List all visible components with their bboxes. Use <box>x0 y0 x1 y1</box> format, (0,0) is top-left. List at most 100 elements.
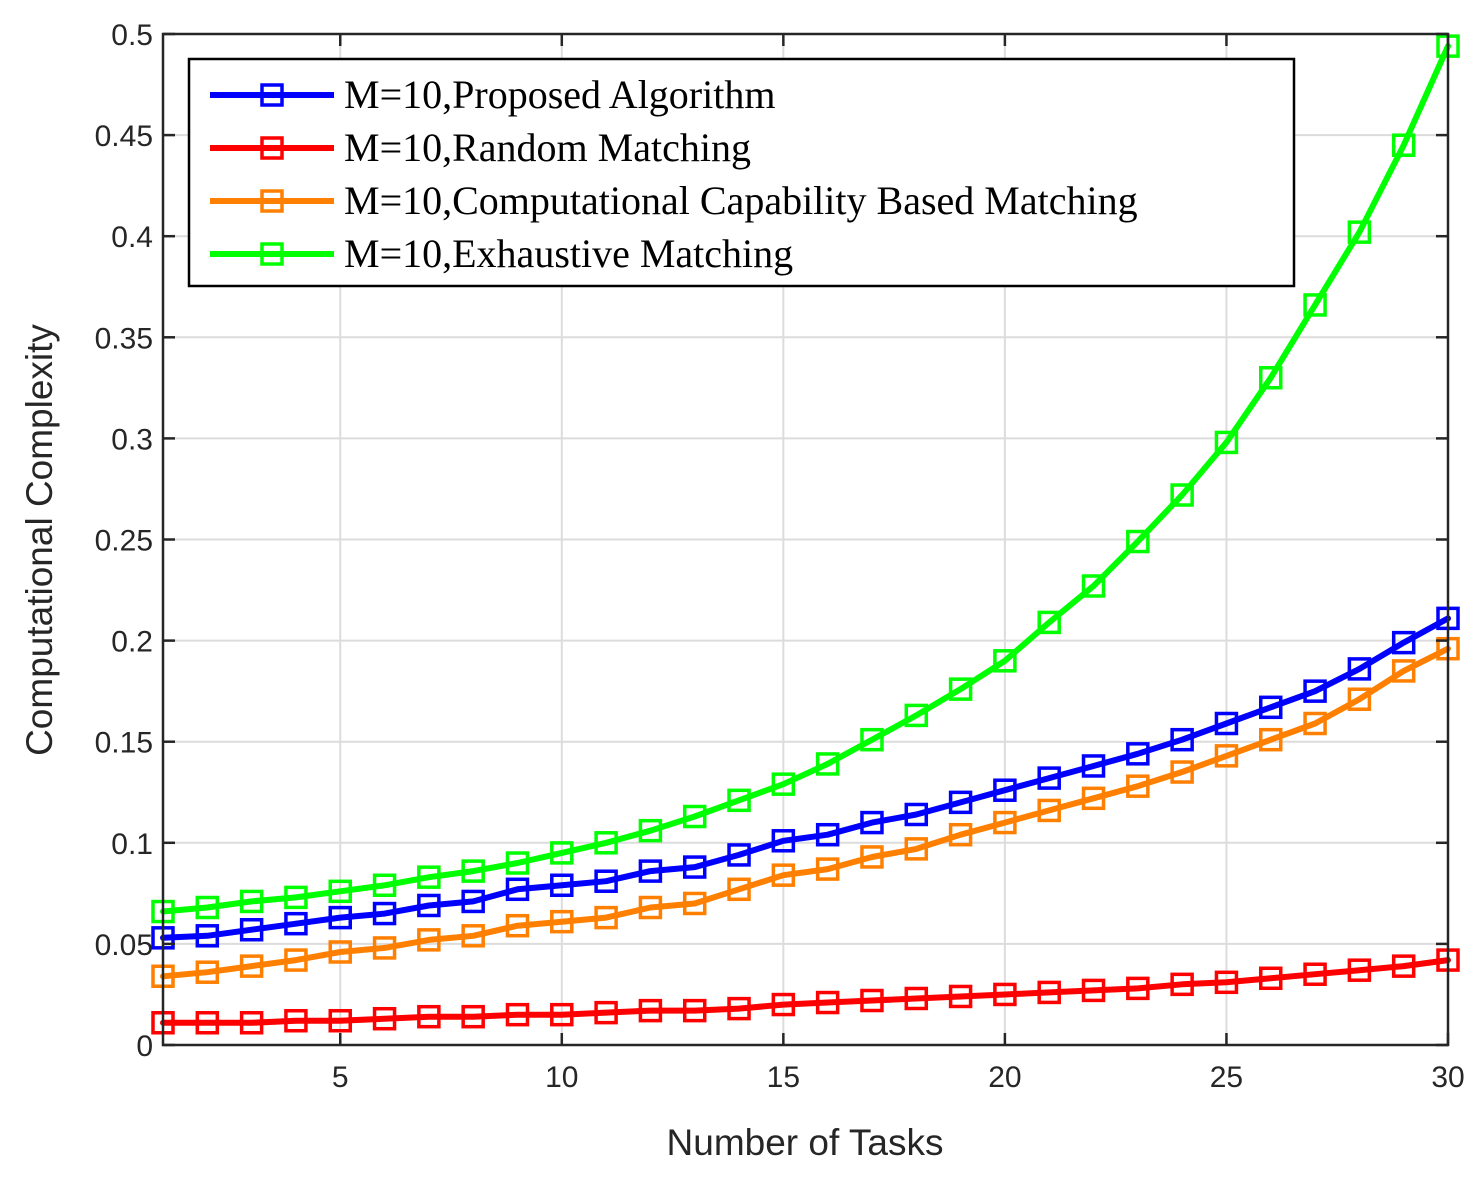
data-point-marker <box>904 802 929 827</box>
tick-labels: 5 10 15 20 25 30 0 0.05 0.1 0.15 0.2 0.25 0.3 0.35 0.4… <box>95 19 1465 1094</box>
data-point-marker <box>1170 727 1194 752</box>
data-point-marker <box>1214 744 1239 768</box>
y-tick-label: 0 <box>136 1030 153 1063</box>
data-point-marker <box>638 895 663 920</box>
x-tick-label: 25 <box>1210 1061 1243 1094</box>
y-tick-label: 0.05 <box>95 929 153 962</box>
legend-entries: M=10,Proposed Algorithm M=10,Random Match… <box>210 72 1138 276</box>
data-point-marker <box>860 988 884 1013</box>
data-point-marker <box>771 863 796 887</box>
series-line <box>160 957 1451 1026</box>
series-1 <box>151 606 1460 950</box>
data-point-marker <box>594 869 618 893</box>
data-point-marker <box>550 909 574 934</box>
y-tick-label: 0.25 <box>95 525 153 558</box>
data-point-marker <box>815 990 840 1015</box>
x-tick-label: 20 <box>988 1061 1021 1094</box>
data-point-marker <box>550 841 574 865</box>
data-point-marker <box>904 986 929 1011</box>
data-point-marker <box>505 851 530 875</box>
data-point-marker <box>1037 980 1061 1005</box>
legend-entry: M=10,Exhaustive Matching <box>210 231 793 276</box>
data-point-marker <box>461 1004 485 1029</box>
data-point-marker <box>550 1002 574 1027</box>
legend-marker <box>260 83 284 107</box>
data-point-marker <box>372 901 397 926</box>
data-point-marker <box>1259 695 1283 720</box>
data-point-marker <box>417 893 441 918</box>
data-point-marker <box>1214 711 1239 736</box>
data-point-marker <box>993 778 1017 802</box>
legend-entry: M=10,Random Matching <box>210 125 751 170</box>
data-point-marker <box>461 924 485 948</box>
data-point-marker <box>727 996 751 1021</box>
data-point-marker <box>1391 630 1416 655</box>
data-point-marker <box>904 837 929 861</box>
legend-label: M=10,Proposed Algorithm <box>344 72 775 117</box>
data-point-marker <box>594 831 618 855</box>
data-point-marker <box>1347 657 1372 681</box>
data-point-marker <box>1126 742 1150 766</box>
data-point-marker <box>505 877 530 902</box>
data-point-marker <box>372 936 397 960</box>
data-point-marker <box>1126 529 1150 554</box>
data-point-marker <box>594 905 618 930</box>
data-point-marker <box>195 1011 220 1035</box>
x-tick-label: 5 <box>332 1061 349 1094</box>
data-point-marker <box>195 960 220 984</box>
data-point-marker <box>550 873 574 898</box>
data-point-marker <box>1214 430 1239 455</box>
data-point-marker <box>1303 679 1327 703</box>
series-2 <box>151 948 1460 1035</box>
data-point-marker <box>860 845 884 869</box>
series-line <box>160 615 1451 941</box>
series-layer <box>151 34 1460 1035</box>
data-point-marker <box>284 1008 308 1033</box>
data-point-marker <box>1081 978 1106 1003</box>
x-axis-title: Number of Tasks <box>667 1122 944 1163</box>
data-point-marker <box>638 818 663 843</box>
data-point-marker <box>727 843 751 867</box>
data-point-marker <box>1170 972 1194 997</box>
data-point-marker <box>239 889 264 914</box>
x-tick-label: 15 <box>767 1061 800 1094</box>
y-tick-label: 0.5 <box>111 19 153 52</box>
data-point-marker <box>948 822 973 847</box>
legend-entry: M=10,Proposed Algorithm <box>210 72 775 117</box>
data-point-marker <box>1347 958 1372 982</box>
data-point-marker <box>904 703 929 728</box>
data-point-marker <box>239 1011 264 1035</box>
series-3 <box>151 636 1460 989</box>
data-point-marker <box>239 917 264 942</box>
data-point-marker <box>1259 966 1283 991</box>
data-point-marker <box>1259 727 1283 752</box>
data-point-marker <box>1126 774 1150 798</box>
y-tick-label: 0.2 <box>111 626 153 659</box>
data-point-marker <box>948 677 973 701</box>
y-tick-label: 0.15 <box>95 727 153 760</box>
ticks <box>163 32 1450 1047</box>
data-point-marker <box>815 752 840 776</box>
data-point-marker <box>1303 962 1327 986</box>
data-point-marker <box>284 948 308 972</box>
data-point-marker <box>948 984 973 1009</box>
data-point-marker <box>505 1002 530 1027</box>
data-point-marker <box>328 940 352 964</box>
data-point-marker <box>239 954 264 978</box>
data-point-marker <box>461 889 485 914</box>
data-point-marker <box>594 1000 618 1025</box>
data-point-marker <box>284 885 308 910</box>
data-point-marker <box>328 879 352 904</box>
data-point-marker <box>417 1004 441 1029</box>
y-axis-title: Computational Complexity <box>19 324 60 756</box>
legend-label: M=10,Random Matching <box>344 125 751 170</box>
y-tick-label: 0.3 <box>111 423 153 456</box>
x-tick-label: 10 <box>545 1061 578 1094</box>
data-point-marker <box>1081 786 1106 811</box>
y-tick-label: 0.1 <box>111 828 153 861</box>
data-point-marker <box>195 924 220 948</box>
data-point-marker <box>1259 365 1283 390</box>
data-point-marker <box>1170 483 1194 507</box>
data-point-marker <box>682 998 707 1023</box>
